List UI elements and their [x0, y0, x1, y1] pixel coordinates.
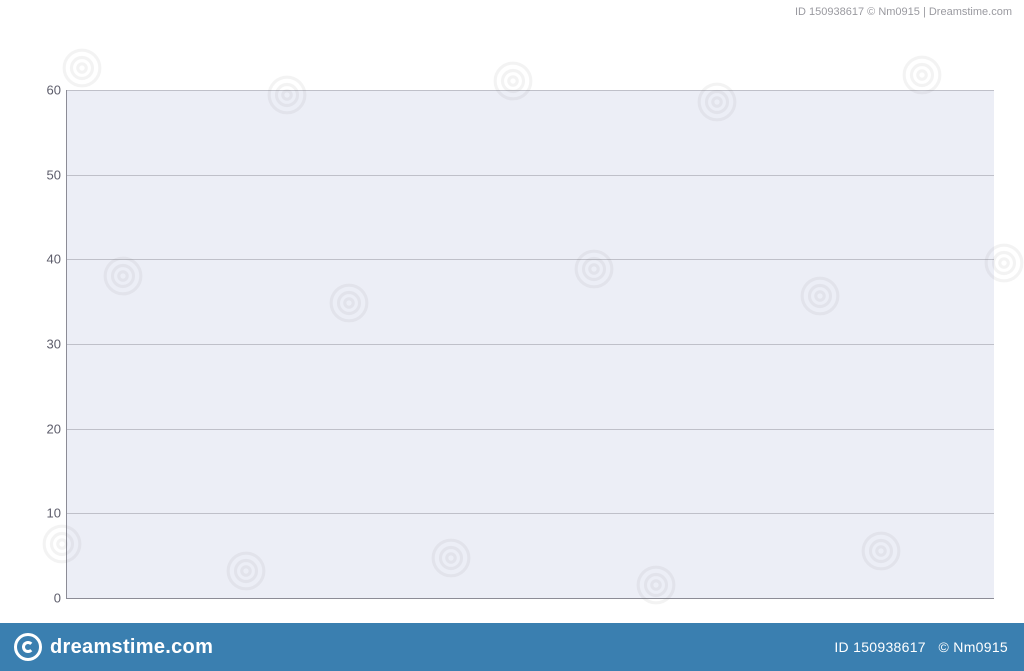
page-root: ID 150938617 © Nm0915 | Dreamstime.com 0… — [0, 0, 1024, 671]
footer-logo-block: dreamstime.com — [14, 633, 213, 661]
y-tick-label: 40 — [47, 252, 61, 267]
y-tick-label: 10 — [47, 506, 61, 521]
gridline — [67, 429, 994, 430]
attribution-footer: dreamstime.com ID 150938617 © Nm0915 — [0, 623, 1024, 671]
footer-author: Nm0915 — [953, 639, 1008, 655]
bar-chart: 0102030405060 — [38, 90, 994, 599]
gridline — [67, 175, 994, 176]
corner-watermark-id: ID 150938617 © Nm0915 | Dreamstime.com — [795, 6, 1012, 18]
footer-id-prefix: ID — [834, 639, 853, 655]
y-tick-label: 0 — [54, 591, 61, 606]
y-tick-label: 60 — [47, 83, 61, 98]
footer-copyright-prefix: © — [938, 639, 953, 655]
gridline — [67, 344, 994, 345]
gridline — [67, 90, 994, 91]
y-tick-label: 30 — [47, 337, 61, 352]
footer-id-value: 150938617 — [853, 639, 926, 655]
y-tick-label: 50 — [47, 167, 61, 182]
footer-logo-text: dreamstime.com — [50, 636, 213, 659]
gridline — [67, 513, 994, 514]
spiral-icon — [14, 633, 42, 661]
spiral-icon — [61, 47, 103, 89]
plot-area: 0102030405060 — [66, 90, 994, 599]
footer-attribution: ID 150938617 © Nm0915 — [834, 639, 1008, 655]
gridline — [67, 259, 994, 260]
y-tick-label: 20 — [47, 421, 61, 436]
